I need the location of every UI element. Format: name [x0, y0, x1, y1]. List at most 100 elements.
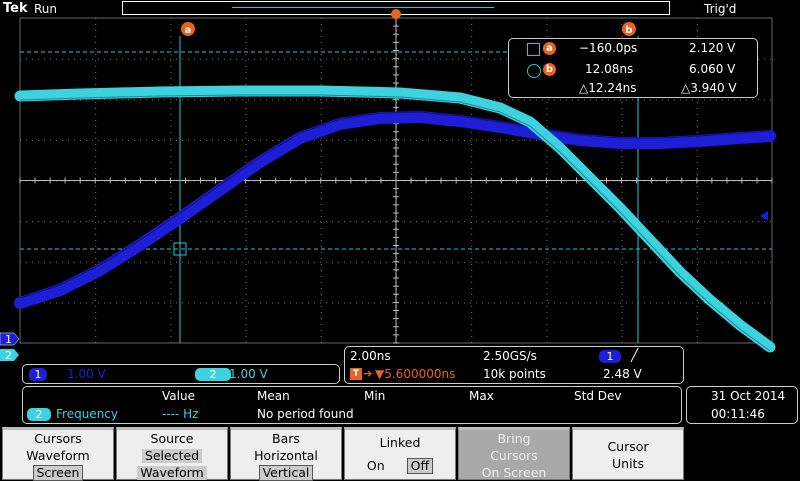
grid-dot [38, 221, 39, 223]
grid-dot [254, 139, 255, 141]
grid-dot [314, 99, 315, 101]
grid-dot [44, 58, 45, 60]
grid-dot [182, 261, 183, 263]
grid-dot [170, 102, 172, 103]
grid-dot [680, 221, 681, 223]
grid-dot [494, 261, 495, 263]
ch1-scale[interactable]: 1.00 V [67, 367, 106, 381]
grid-dot [86, 99, 87, 101]
menu-bring-line3: On Screen [481, 465, 547, 480]
grid-dot [320, 336, 322, 337]
grid-dot [512, 139, 513, 141]
grid-dot [752, 302, 753, 304]
grid-dot [464, 302, 465, 304]
grid-dot [170, 18, 172, 19]
menu-bring-cursors-on-screen[interactable]: Bring Cursors On Screen [458, 427, 570, 480]
grid-dot [362, 58, 363, 60]
grid-dot [422, 302, 423, 304]
grid-dot [626, 99, 627, 101]
time-display: 00:11:46 [711, 407, 765, 421]
grid-dot [98, 261, 99, 263]
grid-dot [458, 58, 459, 60]
grid-dot [212, 302, 213, 304]
grid-dot [95, 114, 97, 115]
grid-dot [98, 99, 99, 101]
grid-dot [686, 261, 687, 263]
grid-dot [350, 139, 351, 141]
grid-dot [170, 288, 172, 289]
grid-dot [320, 48, 322, 49]
timebase[interactable]: 2.00ns [350, 349, 391, 363]
grid-dot [320, 318, 322, 319]
menu-cursor-units[interactable]: Cursor Units [572, 427, 684, 480]
meas-channel-chip[interactable]: 2 [27, 408, 51, 421]
grid-dot [428, 302, 429, 304]
grid-dot [290, 261, 291, 263]
grid-dot [242, 139, 243, 141]
grid-dot [458, 221, 459, 223]
grid-dot [245, 78, 247, 79]
trigger-source-chip[interactable]: 1 [599, 350, 621, 363]
grid-dot [422, 221, 423, 223]
grid-dot [374, 139, 375, 141]
menu-cursors-waveform-screen[interactable]: Cursors Waveform Screen [2, 427, 114, 481]
ch1-ground-label: 1 [5, 333, 12, 346]
trigger-position[interactable]: ▼5.600000ns [375, 367, 456, 381]
cursor-b-badge: b [543, 63, 556, 76]
grid-dot [296, 58, 297, 60]
grid-dot [546, 30, 548, 31]
grid-dot [471, 144, 473, 145]
menu-bars-orientation[interactable]: Bars Horizontal Vertical [230, 427, 342, 481]
grid-dot [746, 302, 747, 304]
grid-dot [621, 162, 623, 163]
grid-dot [95, 108, 97, 109]
grid-dot [170, 36, 172, 37]
grid-dot [392, 261, 393, 263]
grid-dot [458, 302, 459, 304]
grid-dot [245, 96, 247, 97]
ch1-waveform [14, 110, 776, 309]
cursor-b-marker[interactable] [622, 22, 636, 36]
grid-dot [546, 198, 548, 199]
grid-dot [566, 261, 567, 263]
grid-dot [404, 261, 405, 263]
grid-dot [566, 302, 567, 304]
grid-dot [80, 58, 81, 60]
grid-dot [546, 144, 548, 145]
grid-dot [621, 330, 623, 331]
grid-dot [696, 216, 698, 217]
grid-dot [546, 294, 548, 295]
grid-dot [245, 234, 247, 235]
ch2-ground-marker[interactable] [0, 349, 19, 361]
ch2-chip[interactable]: 2 [195, 368, 231, 381]
grid-dot [440, 221, 441, 223]
grid-dot [194, 99, 195, 101]
grid-dot [692, 99, 693, 101]
grid-dot [696, 336, 698, 337]
grid-dot [218, 261, 219, 263]
meas-label[interactable]: Frequency [56, 407, 118, 421]
ch2-scale[interactable]: 1.00 V [229, 367, 268, 381]
grid-dot [278, 221, 279, 223]
grid-dot [524, 221, 525, 223]
grid-dot [471, 198, 473, 199]
grid-dot [95, 318, 97, 319]
grid-dot [272, 302, 273, 304]
grid-dot [284, 99, 285, 101]
grid-dot [621, 282, 623, 283]
menu-source-selected-waveform[interactable]: Source Selected Waveform [116, 427, 228, 480]
grid-dot [50, 261, 51, 263]
grid-dot [302, 58, 303, 60]
grid-dot [95, 186, 97, 187]
ch1-chip[interactable]: 1 [29, 368, 47, 381]
grid-dot [320, 330, 322, 331]
grid-dot [621, 336, 623, 337]
grid-dot [621, 156, 623, 157]
grid-dot [320, 216, 322, 217]
grid-dot [728, 221, 729, 223]
menu-linked[interactable]: Linked On Off [344, 427, 456, 480]
ch1-ground-marker[interactable] [0, 332, 20, 346]
grid-dot [44, 261, 45, 263]
cursor-a-marker[interactable] [181, 22, 195, 36]
trigger-slope-icon: ╱ [631, 348, 639, 362]
